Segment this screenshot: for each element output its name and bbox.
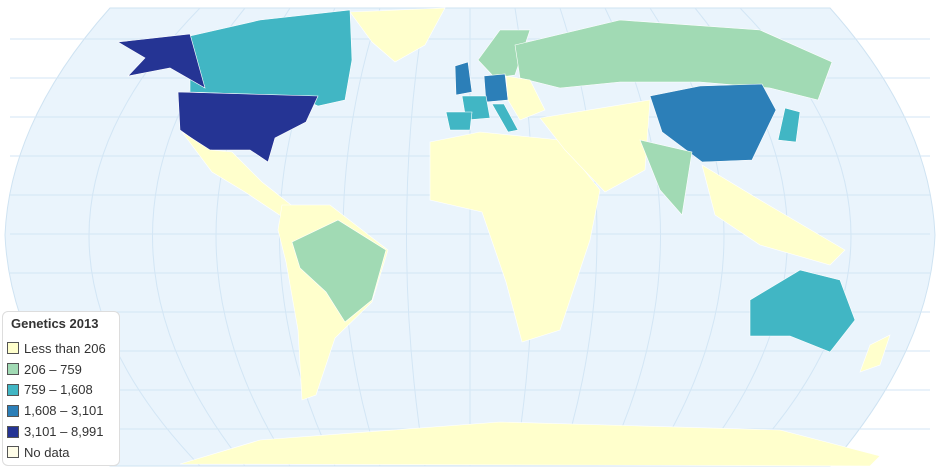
region-united-kingdom[interactable] [454,61,473,96]
region-new-zealand[interactable] [859,334,891,373]
legend-swatch [7,342,19,355]
region-eastern-europe[interactable] [505,75,546,121]
region-antarctica[interactable] [179,421,881,467]
region-germany[interactable] [483,73,509,103]
legend-item[interactable]: Less than 206 [7,338,119,359]
legend-item[interactable]: 759 – 1,608 [7,380,119,401]
legend-title: Genetics 2013 [11,316,99,331]
region-australia[interactable] [749,269,856,353]
legend-item[interactable]: 3,101 – 8,991 [7,421,119,442]
legend-label: Less than 206 [24,340,106,356]
region-japan[interactable] [777,107,801,143]
legend-swatch [7,363,19,376]
legend-swatch [7,446,19,459]
legend-label: 1,608 – 3,101 [24,403,104,419]
region-middle-east-central-asia[interactable] [539,99,651,193]
region-alaska[interactable] [117,33,206,89]
legend-label: 3,101 – 8,991 [24,424,104,440]
region-africa[interactable] [429,131,601,343]
legend-item[interactable]: 206 – 759 [7,359,119,380]
region-southeast-asia[interactable] [701,164,846,266]
legend-label: 759 – 1,608 [24,382,93,398]
legend-swatch [7,383,19,396]
region-spain[interactable] [445,111,473,131]
region-brazil[interactable] [291,219,387,323]
graticule-meridian [406,7,426,467]
region-india[interactable] [639,139,693,216]
region-russia[interactable] [514,19,833,101]
legend-item[interactable]: No data [7,442,119,463]
legend-item[interactable]: 1,608 – 3,101 [7,400,119,421]
region-italy[interactable] [491,103,519,133]
legend-label: 206 – 759 [24,361,82,377]
legend-swatch [7,425,19,438]
legend-label: No data [24,444,70,460]
region-china[interactable] [649,83,777,163]
legend: Genetics 2013 Less than 206 206 – 759 759 … [2,311,120,466]
region-greenland[interactable] [349,7,446,63]
legend-swatch [7,404,19,417]
